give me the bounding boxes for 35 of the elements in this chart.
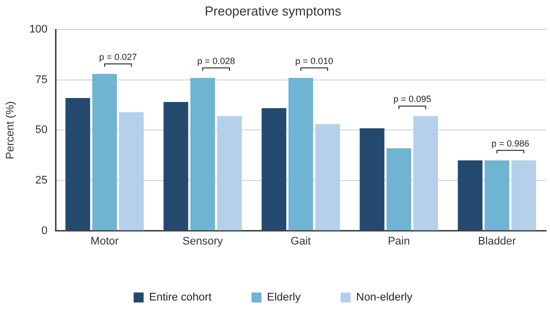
annotation: p = 0.010 <box>295 56 334 66</box>
bar <box>164 102 188 230</box>
bar <box>413 116 438 230</box>
bar <box>386 148 412 230</box>
x-tick-label: Gait <box>290 235 311 248</box>
bar <box>511 160 536 230</box>
bar <box>315 124 340 230</box>
chart-title: Preoperative symptoms <box>204 3 342 18</box>
annotation: p = 0.027 <box>99 52 137 62</box>
annotation: p = 0.028 <box>197 56 235 66</box>
x-tick-label: Sensory <box>182 235 224 248</box>
y-tick-label: 75 <box>35 74 48 86</box>
y-axis-title: Percent (%) <box>4 101 17 160</box>
bar <box>458 160 482 230</box>
x-tick-label: Pain <box>388 235 410 248</box>
x-tick-label: Motor <box>90 235 119 248</box>
legend-label: Elderly <box>266 292 302 304</box>
annotation: p = 0.986 <box>491 138 530 148</box>
bar <box>288 78 314 230</box>
bar <box>360 128 384 230</box>
y-tick-label: 25 <box>35 174 48 187</box>
y-tick-label: 0 <box>41 224 48 237</box>
bar <box>217 116 242 230</box>
bar <box>119 112 144 230</box>
legend-label: Non-elderly <box>356 292 413 304</box>
y-tick-label: 100 <box>29 24 48 36</box>
annotation: p = 0.095 <box>393 94 432 104</box>
x-tick-label: Bladder <box>478 235 516 248</box>
legend-label: Entire cohort <box>149 292 212 304</box>
bar <box>92 74 117 230</box>
bar <box>484 160 510 230</box>
bar <box>65 98 90 230</box>
bar <box>262 108 286 230</box>
y-tick-label: 50 <box>35 124 48 136</box>
bar <box>190 78 216 230</box>
